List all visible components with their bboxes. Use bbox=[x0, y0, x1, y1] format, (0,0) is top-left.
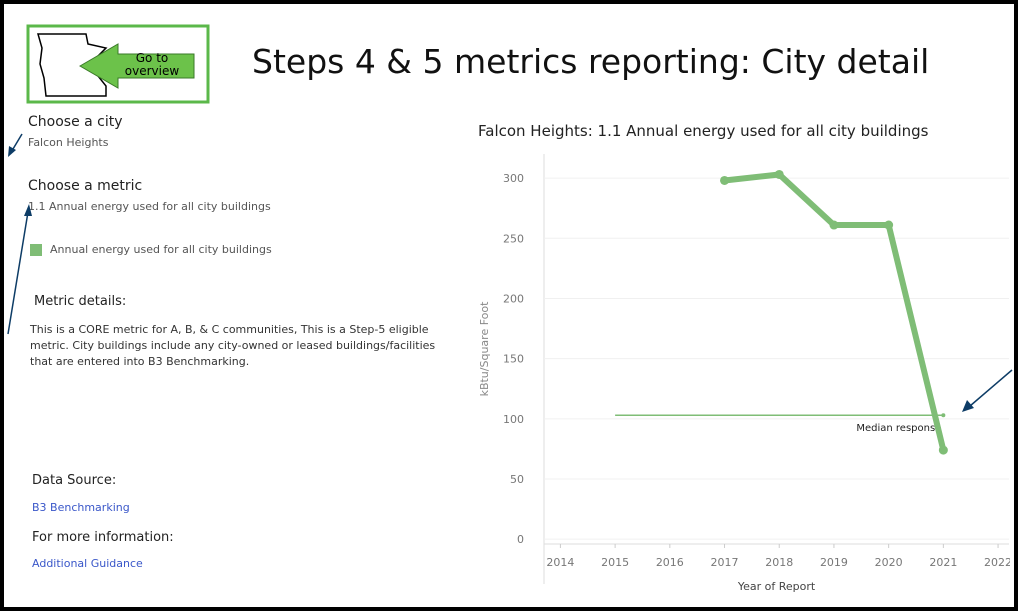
overview-button[interactable]: Go to overview bbox=[26, 24, 210, 104]
x-tick-label: 2019 bbox=[820, 556, 848, 569]
button-text[interactable]: overview bbox=[125, 64, 180, 78]
x-tick-label: 2017 bbox=[711, 556, 739, 569]
data-point bbox=[774, 169, 784, 179]
y-tick-label: 200 bbox=[503, 292, 524, 305]
filter-label: Choose a metric bbox=[28, 178, 143, 194]
legend-label: Annual energy used for all city building… bbox=[50, 243, 272, 256]
section-heading: For more information: bbox=[32, 530, 174, 545]
chart: 0 50 100 150 200 250 300 2014 2015 2016 2017 2018 20… bbox=[478, 154, 1010, 593]
reference-end bbox=[941, 413, 946, 418]
y-tick-label: 50 bbox=[510, 473, 524, 486]
y-tick-label: 100 bbox=[503, 413, 524, 426]
chart-title: Falcon Heights: 1.1 Annual energy used f… bbox=[478, 122, 929, 140]
x-tick-label: 2016 bbox=[656, 556, 684, 569]
filter-label: Choose a city bbox=[28, 114, 123, 130]
filter-value[interactable]: 1.1 Annual energy used for all city buil… bbox=[28, 200, 271, 213]
page-title: Steps 4 & 5 metrics reporting: City deta… bbox=[252, 42, 930, 81]
data-point bbox=[720, 175, 730, 185]
button-text[interactable]: Go to bbox=[136, 51, 169, 65]
filter-value[interactable]: Falcon Heights bbox=[28, 136, 109, 149]
details-text: This is a CORE metric for A, B, & C comm… bbox=[30, 323, 436, 368]
x-axis-label: Year of Report bbox=[737, 580, 816, 593]
data-point bbox=[938, 445, 948, 455]
y-tick-label: 0 bbox=[517, 533, 524, 546]
section-heading: Metric details: bbox=[34, 294, 127, 309]
y-axis-label: kBtu/Square Foot bbox=[478, 301, 491, 397]
y-tick-label: 300 bbox=[503, 172, 524, 185]
link[interactable]: Additional Guidance bbox=[32, 557, 143, 570]
x-tick-label: 2020 bbox=[875, 556, 903, 569]
link[interactable]: B3 Benchmarking bbox=[32, 501, 130, 514]
data-point bbox=[884, 220, 894, 230]
legend-swatch bbox=[30, 244, 42, 256]
x-tick-label: 2015 bbox=[601, 556, 629, 569]
reference-label: Median response bbox=[856, 423, 941, 434]
y-tick-label: 250 bbox=[503, 232, 524, 245]
x-tick-label: 2022 bbox=[984, 556, 1010, 569]
data-point bbox=[829, 220, 839, 230]
x-tick-label: 2018 bbox=[765, 556, 793, 569]
data-line bbox=[724, 171, 947, 451]
x-tick-label: 2014 bbox=[546, 556, 574, 569]
y-tick-label: 150 bbox=[503, 353, 524, 366]
x-tick-label: 2021 bbox=[929, 556, 957, 569]
section-heading: Data Source: bbox=[32, 473, 117, 488]
